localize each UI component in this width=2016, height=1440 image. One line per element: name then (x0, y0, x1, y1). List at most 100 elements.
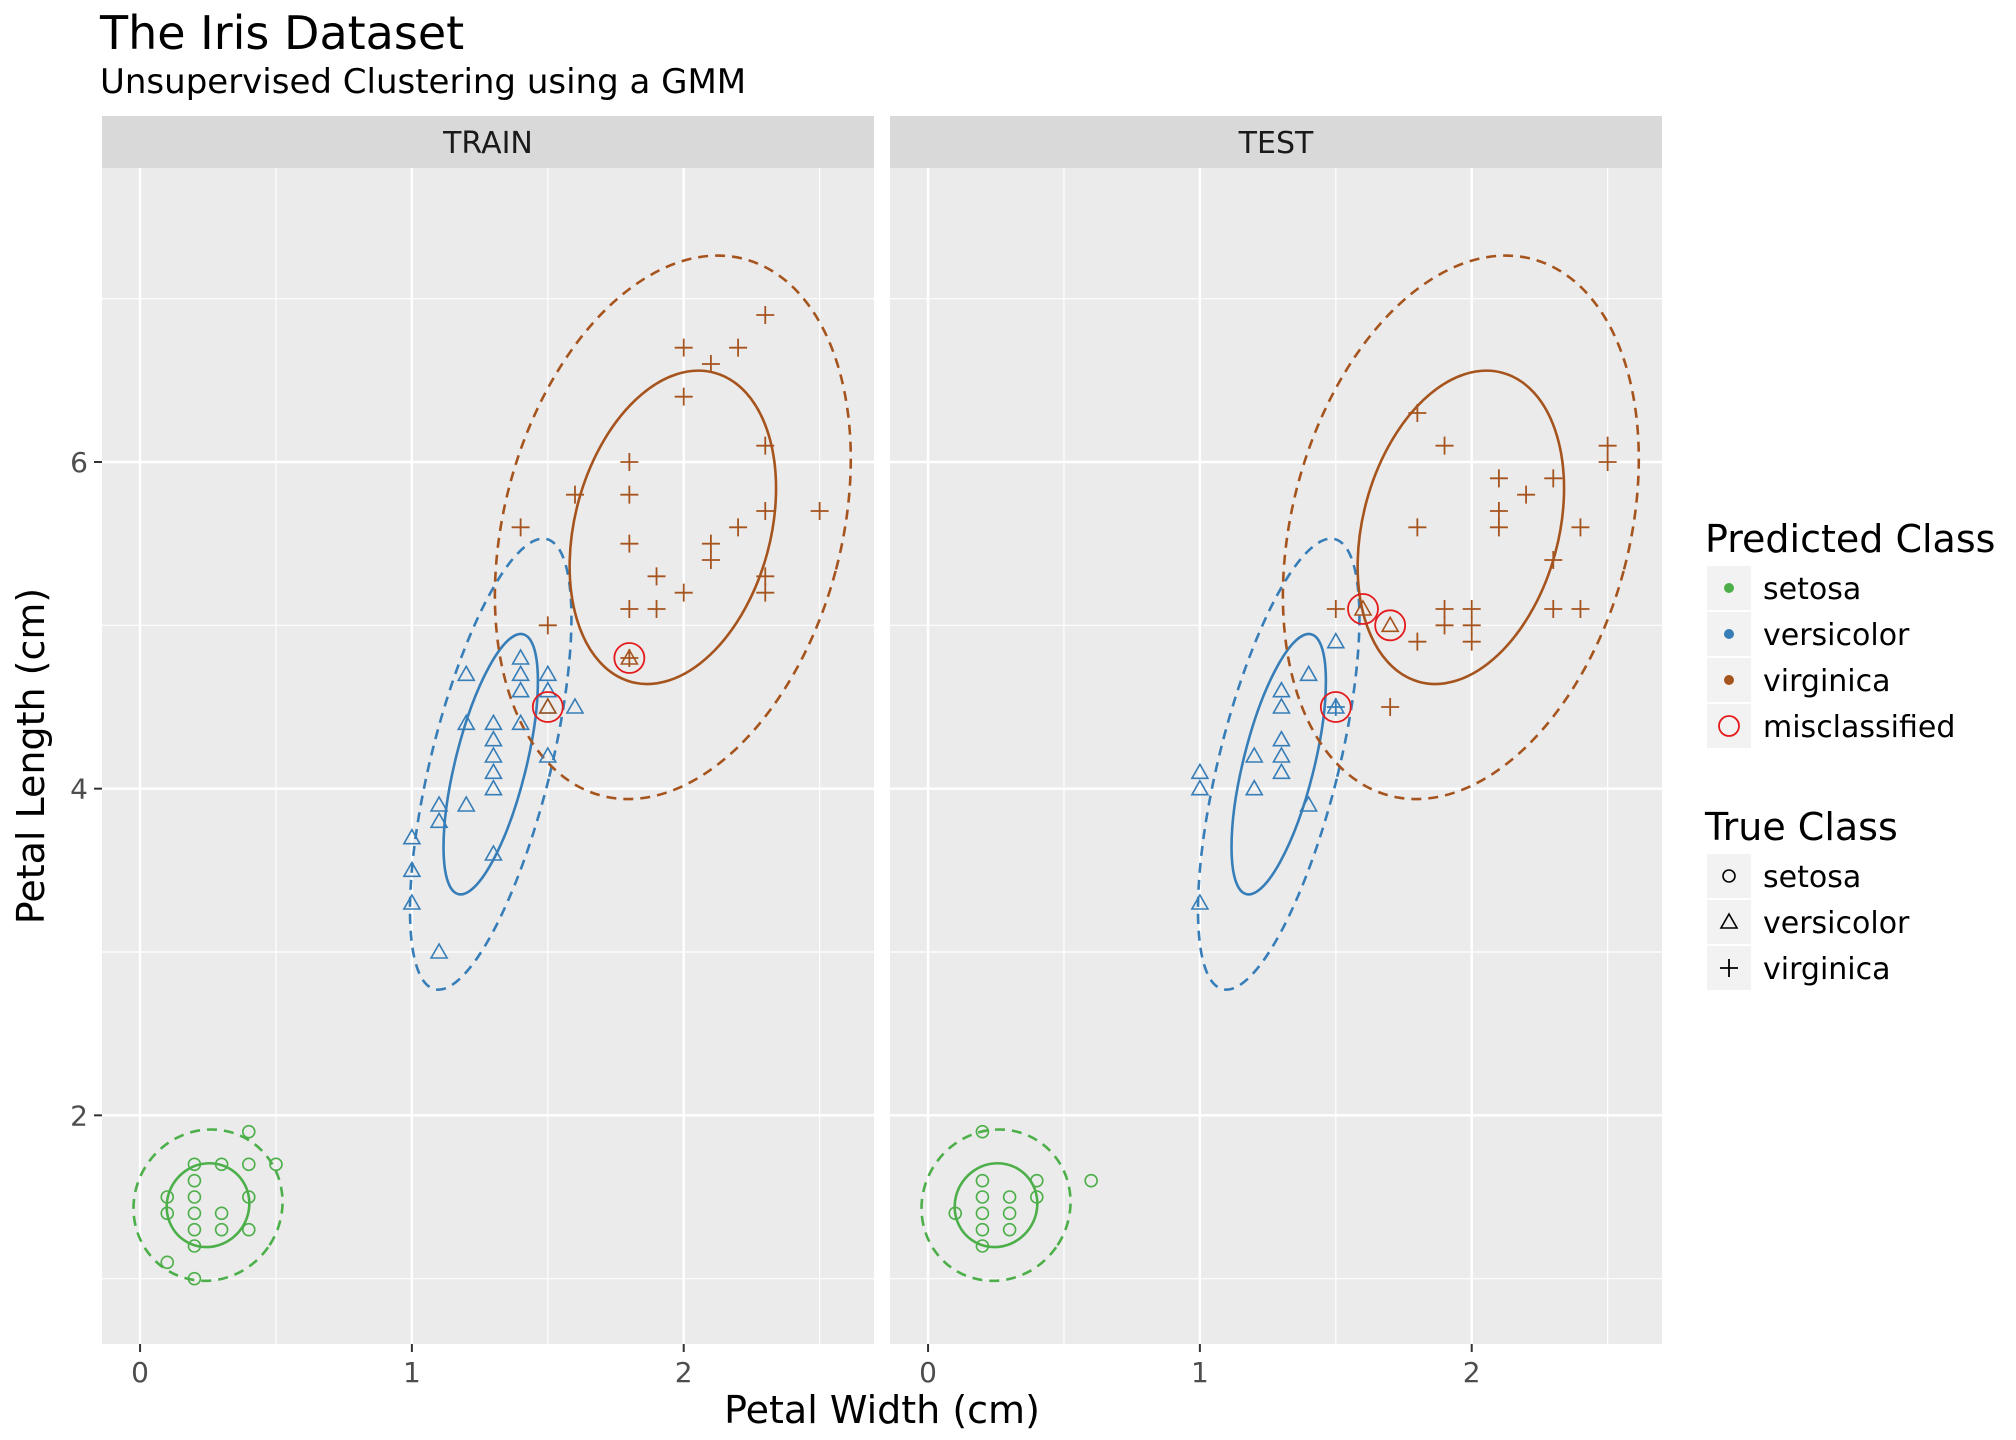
point-versicolor (456, 795, 476, 812)
point-setosa (948, 1206, 963, 1221)
point-virginica (647, 567, 666, 586)
point-virginica (647, 600, 666, 618)
legend-label: misclassified (1763, 710, 1955, 745)
point-virginica (756, 567, 775, 586)
facet-panels: TRAIN TEST (102, 116, 1662, 1344)
y-tick-label: 4 (70, 773, 88, 806)
point-versicolor (1190, 762, 1210, 780)
legend-circle-icon (1722, 869, 1736, 883)
ellipse-setosa-outer (920, 1128, 1072, 1283)
point-versicolor (402, 828, 422, 845)
x-tick-label: 0 (919, 1356, 937, 1389)
point-versicolor (484, 844, 503, 861)
ellipses-test (920, 254, 1641, 1283)
legend-label: virginica (1763, 664, 1891, 699)
point-versicolor (1244, 779, 1264, 796)
x-tick-label: 1 (1191, 1356, 1209, 1389)
point-virginica (1408, 518, 1427, 537)
point-versicolor (484, 762, 503, 780)
point-versicolor (1272, 697, 1291, 714)
y-tick-label: 6 (70, 446, 88, 479)
point-virginica (756, 583, 775, 602)
legend-key (1707, 854, 1751, 898)
point-virginica (1571, 600, 1590, 618)
point-setosa (187, 1239, 202, 1253)
point-versicolor (1353, 599, 1373, 616)
point-setosa (214, 1206, 229, 1221)
legend-label: versicolor (1763, 906, 1910, 941)
point-versicolor (1299, 664, 1318, 682)
point-virginica (674, 583, 693, 602)
point-virginica (1326, 600, 1345, 618)
legend-label: versicolor (1763, 618, 1910, 653)
legend-triangle-icon (1719, 912, 1739, 929)
x-tick-label: 2 (1463, 1356, 1481, 1389)
point-setosa (187, 1222, 202, 1237)
point-versicolor (538, 746, 558, 763)
point-versicolor (1190, 893, 1210, 910)
point-setosa (187, 1157, 202, 1172)
strip-label-test: TEST (1238, 126, 1314, 161)
point-versicolor (1272, 762, 1291, 780)
point-setosa (975, 1222, 990, 1237)
point-versicolor (429, 811, 449, 829)
legend-label: virginica (1763, 952, 1891, 987)
point-virginica (1435, 616, 1454, 635)
misclassified-marker (1319, 691, 1352, 723)
point-versicolor (484, 779, 503, 796)
point-virginica (674, 338, 693, 357)
point-virginica (1462, 600, 1481, 618)
legend-predicted-misclassified: misclassified (1707, 704, 1955, 748)
legend-key (1707, 704, 1751, 748)
point-setosa (187, 1206, 202, 1221)
strip-train (102, 116, 874, 168)
misclassified-marker (1347, 593, 1379, 625)
point-virginica (1462, 616, 1481, 635)
legend-label: setosa (1763, 572, 1861, 607)
point-virginica (1598, 436, 1617, 455)
point-versicolor (538, 681, 558, 698)
point-versicolor (429, 942, 449, 959)
point-versicolor (1272, 730, 1291, 747)
point-versicolor (1299, 795, 1318, 812)
point-versicolor (484, 713, 503, 731)
point-setosa (975, 1239, 990, 1253)
panel-test: TEST (890, 116, 1662, 1344)
point-setosa (241, 1190, 256, 1204)
y-tick-label: 2 (70, 1099, 88, 1132)
point-virginica (1489, 502, 1508, 520)
axes: Petal Width (cm) Petal Length (cm) 0 1 2 0 1… (9, 446, 1481, 1432)
point-versicolor (511, 664, 530, 682)
ellipse-setosa-inner (953, 1161, 1039, 1249)
ellipse-versicolor-outer (1196, 537, 1361, 991)
point-setosa (1029, 1173, 1044, 1188)
point-virginica (620, 649, 639, 667)
strip-test (890, 116, 1662, 168)
legend-true-title: True Class (1704, 805, 1898, 849)
point-setosa (1029, 1190, 1044, 1204)
chart-subtitle: Unsupervised Clustering using a GMM (100, 62, 747, 102)
legend-true-virginica: virginica (1707, 946, 1891, 990)
x-tick-label: 0 (131, 1356, 149, 1389)
point-setosa (160, 1190, 175, 1204)
point-setosa (1084, 1173, 1098, 1188)
ellipse-setosa-outer (132, 1128, 284, 1283)
legend-predicted-title: Predicted Class (1705, 517, 1995, 561)
legend-plus-icon (1720, 959, 1738, 977)
legend-true-versicolor: versicolor (1707, 900, 1910, 944)
point-versicolor (1272, 681, 1291, 698)
point-virginica (1489, 518, 1508, 537)
point-setosa (214, 1157, 229, 1172)
point-setosa (1002, 1206, 1017, 1221)
point-setosa (975, 1206, 990, 1221)
point-virginica (729, 518, 748, 537)
point-versicolor (511, 648, 530, 665)
point-versicolor (1244, 746, 1264, 763)
point-versicolor (1326, 632, 1346, 649)
point-versicolor (511, 713, 530, 731)
strip-label-train: TRAIN (442, 126, 533, 161)
point-virginica (701, 551, 720, 569)
point-versicolor (429, 795, 449, 812)
legend-predicted-virginica: virginica (1707, 658, 1891, 702)
